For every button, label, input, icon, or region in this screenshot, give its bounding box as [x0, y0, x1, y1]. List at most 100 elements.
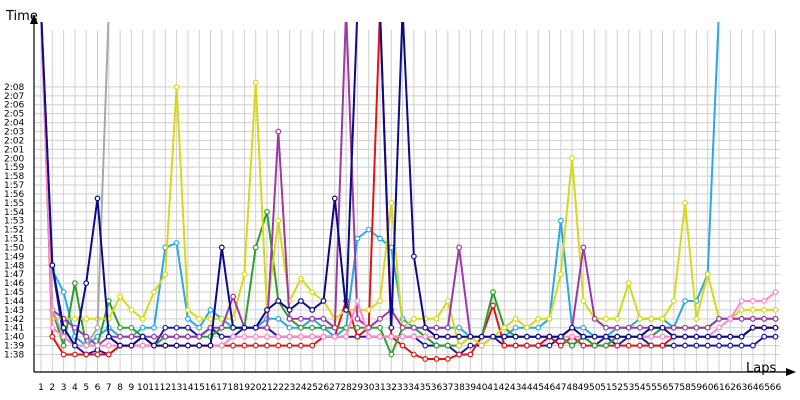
data-point	[490, 302, 496, 309]
y-tick-label: 1:41	[4, 324, 24, 334]
data-point	[49, 333, 56, 340]
y-tick-label: 1:54	[4, 208, 24, 218]
data-point	[139, 333, 146, 340]
data-point	[388, 199, 395, 206]
data-point	[173, 324, 180, 331]
data-point	[444, 356, 451, 362]
data-point	[750, 324, 756, 331]
x-tick-label: 21	[261, 383, 272, 393]
x-tick-label: 42	[499, 383, 510, 393]
x-tick-label: 27	[329, 383, 340, 393]
data-point	[71, 342, 78, 349]
data-point	[704, 342, 711, 349]
data-point	[557, 217, 564, 224]
data-point	[603, 333, 609, 340]
data-point	[309, 307, 316, 313]
y-axis-arrow	[30, 14, 38, 24]
data-point	[71, 315, 78, 322]
x-tick-label: 58	[679, 383, 691, 393]
data-point	[196, 324, 203, 331]
x-tick-label: 66	[770, 383, 782, 393]
series-9	[40, 22, 779, 349]
data-point	[693, 342, 700, 349]
x-tick-label: 8	[117, 383, 123, 393]
x-tick-label: 49	[578, 383, 590, 393]
data-point	[693, 315, 700, 322]
data-point	[354, 298, 361, 304]
x-tick-label: 62	[725, 383, 736, 393]
x-tick-label: 65	[758, 383, 769, 393]
data-point	[569, 155, 575, 162]
data-point	[117, 324, 123, 331]
x-tick-label: 38	[453, 383, 465, 393]
x-tick-label: 30	[363, 383, 375, 393]
data-point	[298, 342, 304, 349]
series-line	[40, 22, 776, 360]
x-tick-label: 13	[171, 383, 182, 393]
data-point	[309, 324, 316, 331]
series-line	[40, 22, 110, 347]
data-point	[298, 324, 304, 331]
data-point	[230, 293, 237, 300]
data-point	[637, 324, 643, 331]
data-point	[320, 324, 327, 331]
y-tick-label: 1:44	[4, 297, 24, 307]
data-point	[388, 351, 395, 358]
x-tick-label: 15	[193, 383, 204, 393]
data-point	[625, 280, 632, 287]
data-point	[693, 333, 700, 340]
data-point	[286, 333, 293, 340]
data-point	[682, 199, 688, 206]
data-point	[354, 333, 361, 340]
data-point	[727, 333, 734, 340]
y-tick-label: 1:40	[4, 333, 24, 343]
data-point	[320, 298, 327, 304]
data-point	[388, 324, 395, 331]
data-point	[659, 342, 666, 349]
x-tick-label: 20	[250, 383, 262, 393]
y-tick-label: 2:05	[4, 110, 24, 120]
x-tick-label: 44	[521, 383, 533, 393]
x-tick-label: 60	[702, 383, 714, 393]
data-point	[60, 342, 67, 349]
data-point	[591, 333, 598, 340]
data-point	[603, 342, 609, 349]
data-point	[738, 315, 745, 322]
data-point	[625, 342, 632, 349]
data-point	[422, 342, 429, 349]
x-tick-label: 26	[318, 383, 330, 393]
data-point	[422, 356, 429, 362]
data-point	[173, 342, 180, 349]
data-point	[298, 315, 304, 322]
data-point	[162, 342, 169, 349]
data-point	[399, 342, 406, 349]
data-point	[411, 315, 417, 322]
y-tick-label: 2:00	[4, 154, 24, 164]
series-1	[40, 22, 779, 358]
data-point	[478, 333, 485, 340]
y-tick-label: 1:43	[4, 306, 24, 316]
data-point	[659, 324, 666, 331]
data-point	[433, 324, 440, 331]
x-tick-label: 48	[566, 383, 578, 393]
data-point	[286, 324, 293, 331]
x-tick-label: 45	[532, 383, 543, 393]
data-point	[535, 315, 542, 322]
data-point	[478, 342, 485, 349]
data-point	[71, 280, 78, 287]
data-point	[196, 333, 203, 340]
data-point	[614, 342, 621, 349]
data-point	[252, 79, 259, 86]
data-point	[772, 315, 779, 322]
data-point	[411, 324, 417, 331]
data-point	[750, 307, 756, 313]
data-point	[524, 342, 530, 349]
data-point	[173, 333, 180, 340]
y-tick-label: 1:57	[4, 181, 24, 191]
data-point	[727, 342, 734, 349]
x-tick-label: 18	[227, 383, 239, 393]
tick-labels: 1:381:391:401:411:421:431:441:451:461:47…	[4, 83, 781, 393]
data-point	[750, 315, 756, 322]
data-point	[716, 333, 722, 340]
